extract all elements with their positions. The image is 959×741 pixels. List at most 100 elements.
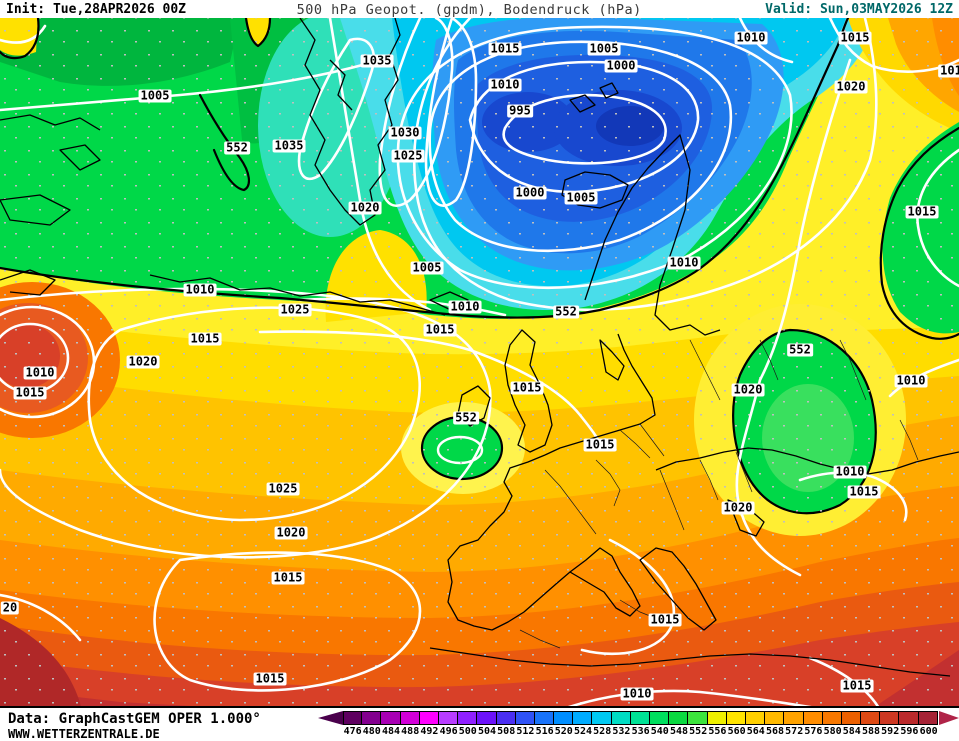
pressure-label: 1010 (894, 373, 928, 388)
colorbar-segment (554, 711, 574, 725)
colorbar-segment (477, 711, 497, 725)
colorbar-tick-label: 528 (593, 726, 612, 737)
colorbar-tick-label: 600 (919, 726, 938, 737)
colorbar-left-arrow (318, 711, 343, 725)
pressure-label: 995 (507, 103, 533, 118)
colorbar-segment (458, 711, 478, 725)
weather-map-svg (0, 18, 959, 706)
colorbar-segment (784, 711, 804, 725)
colorbar-tick-label: 520 (554, 726, 573, 737)
colorbar-tick-label: 480 (362, 726, 381, 737)
header-bar: Init: Tue,28APR2026 00Z 500 hPa Geopot. … (0, 0, 959, 18)
colorbar-tick-label: 564 (746, 726, 765, 737)
data-source-label: Data: GraphCastGEM OPER 1.000° (8, 711, 261, 727)
colorbar-segment (765, 711, 785, 725)
valid-datetime: Valid: Sun,03MAY2026 12Z (765, 2, 953, 17)
colorbar-segment (650, 711, 670, 725)
colorbar-tick-label: 500 (458, 726, 477, 737)
map-canvas: 1005 1035 1035 1030 1025 1020 1015 1010 995 1005 1… (0, 18, 959, 708)
pressure-label: 1010 (488, 77, 522, 92)
pressure-label: 1015 (838, 30, 872, 45)
colorbar-tick-label: 552 (689, 726, 708, 737)
colorbar-tick-label: 536 (631, 726, 650, 737)
pressure-label: 1010 (620, 686, 654, 701)
colorbar-tick-label: 592 (881, 726, 900, 737)
colorbar-tick-label: 560 (727, 726, 746, 737)
colorbar-tick-label: 584 (842, 726, 861, 737)
country-borders (519, 339, 919, 649)
colorbar-tick-label: 524 (573, 726, 593, 737)
colorbar-segment (822, 711, 842, 725)
pressure-label: 1010 (667, 255, 701, 270)
geopotential-552-label: 552 (224, 140, 250, 155)
contour-552-lines (0, 18, 959, 340)
pressure-label: 1020 (274, 525, 308, 540)
pressure-label: 1015 (510, 380, 544, 395)
pressure-label: 1010 (448, 299, 482, 314)
geopotential-552-label: 552 (553, 304, 579, 319)
pressure-label: 1015 (488, 41, 522, 56)
colorbar-segment (515, 711, 535, 725)
pressure-label: 1020 (731, 382, 765, 397)
pressure-label: 1025 (278, 302, 312, 317)
pressure-label: 1020 (721, 500, 755, 515)
pressure-label: 20 (0, 600, 20, 615)
colorbar-segment (803, 711, 823, 725)
pressure-label: 1015 (188, 331, 222, 346)
colorbar-tick-label: 532 (612, 726, 631, 737)
colorbar-tick-label: 484 (381, 726, 401, 737)
pressure-label: 1035 (272, 138, 306, 153)
website-label: WWW.WETTERZENTRALE.DE (8, 727, 160, 741)
pressure-label: 1020 (348, 200, 382, 215)
pressure-label: 1030 (388, 125, 422, 140)
colorbar-tick-label: 596 (900, 726, 919, 737)
colorbar-tick-label: 504 (477, 726, 497, 737)
pressure-label: 1010 (23, 365, 57, 380)
pressure-label: 101 (938, 64, 959, 78)
pressure-label: 1005 (587, 41, 621, 56)
colorbar-segment (726, 711, 746, 725)
footer-bar: Data: GraphCastGEM OPER 1.000° WWW.WETTE… (0, 710, 959, 741)
colorbar-right-arrow (939, 711, 959, 725)
pressure-label: 1020 (126, 354, 160, 369)
pressure-label: 1025 (391, 148, 425, 163)
colorbar-segment (745, 711, 766, 725)
pressure-label: 1005 (410, 260, 444, 275)
colorbar-tick-label: 580 (823, 726, 842, 737)
init-datetime: Init: Tue,28APR2026 00Z (6, 2, 187, 17)
pressure-label: 1025 (266, 481, 300, 496)
colorbar-tick-label: 572 (785, 726, 804, 737)
colorbar-segment (630, 711, 650, 725)
pressure-label: 1000 (604, 58, 638, 73)
colorbar-segment (534, 711, 555, 725)
pressure-label: 1000 (513, 185, 547, 200)
pressure-label: 1005 (138, 88, 172, 103)
colorbar-segment (707, 711, 727, 725)
pressure-label: 1015 (648, 612, 682, 627)
colorbar-segment (611, 711, 631, 725)
colorbar-segment (861, 711, 881, 725)
colorbar-tick-label: 508 (497, 726, 516, 737)
colorbar-segment (841, 711, 862, 725)
pressure-label: 1015 (13, 385, 47, 400)
pressure-label: 1015 (253, 671, 287, 686)
pressure-label: 1010 (183, 282, 217, 297)
colorbar-tick-label: 476 (343, 726, 362, 737)
colorbar-segment (496, 711, 516, 725)
colorbar-segment (362, 711, 382, 725)
chart-title: 500 hPa Geopot. (gpdm), Bodendruck (hPa) (296, 2, 642, 18)
colorbar-tick-label: 576 (804, 726, 823, 737)
pressure-label: 1015 (847, 484, 881, 499)
pressure-label: 1010 (734, 30, 768, 45)
colorbar-tick-label: 492 (420, 726, 439, 737)
colorbar-segment (400, 711, 420, 725)
pressure-label: 1010 (833, 464, 867, 479)
pressure-label: 1020 (834, 79, 868, 94)
colorbar-segments (343, 711, 938, 725)
colorbar-segment (419, 711, 439, 725)
pressure-label: 1005 (564, 190, 598, 205)
colorbar-segment (592, 711, 612, 725)
colorbar-tick-label: 556 (708, 726, 727, 737)
colorbar-tick-label: 588 (861, 726, 881, 737)
